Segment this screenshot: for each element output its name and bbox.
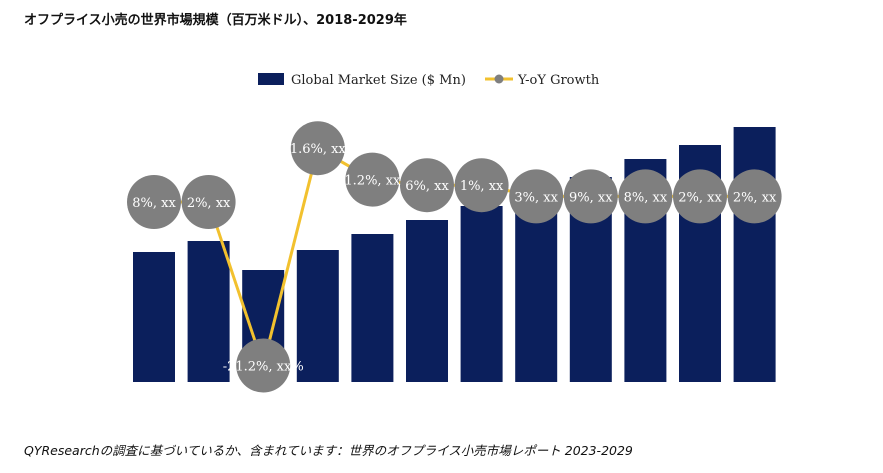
growth-point-2019 (181, 175, 236, 229)
growth-label-2021: 1.6%, xx (290, 142, 347, 157)
legend-bar-label: Global Market Size ($ Mn) (291, 73, 466, 88)
growth-point-2025 (509, 169, 564, 224)
bar-2019 (187, 241, 230, 382)
growth-label-2028: 2%, xx (678, 190, 722, 205)
bar-2018 (133, 252, 175, 382)
bar-2022 (351, 234, 394, 382)
growth-label-2020: -21.2%, xx% (223, 360, 304, 375)
legend-bar-swatch (258, 73, 284, 85)
growth-label-2018: 8%, xx (132, 196, 176, 211)
growth-label-2027: 8%, xx (624, 190, 668, 205)
growth-label-2024: 1%, xx (460, 179, 504, 194)
growth-label-2026: 9%, xx (569, 190, 613, 205)
growth-point-2027 (618, 169, 673, 224)
bar-series (133, 127, 776, 382)
growth-point-2028 (673, 169, 727, 224)
growth-label-2025: 3%, xx (514, 190, 558, 205)
growth-series: 8%, xx 2%, xx -21.2%, xx% 1.6%, xx 1.2%, xx 6… (127, 121, 782, 393)
growth-point-2018 (127, 175, 181, 229)
growth-label-2023: 6%, xx (405, 179, 449, 194)
growth-point-2024 (454, 158, 509, 213)
growth-label-2029: 2%, xx (733, 190, 777, 205)
source-footer: QYResearchの調査に基づいているか、含まれています：世界のオフプライス小… (24, 443, 633, 458)
bar-2021 (296, 250, 339, 382)
growth-point-2023 (400, 158, 454, 213)
growth-label-2019: 2%, xx (187, 196, 231, 211)
growth-point-2029 (727, 169, 782, 224)
bar-2029 (733, 127, 776, 382)
growth-label-2022: 1.2%, xx (344, 174, 401, 189)
bar-2023 (406, 220, 448, 382)
growth-point-2022 (345, 152, 400, 207)
legend: Global Market Size ($ Mn) Y-oY Growth (258, 73, 600, 88)
growth-point-2020 (236, 338, 291, 393)
bar-2024 (460, 206, 503, 382)
growth-point-2021 (290, 121, 345, 176)
legend-line-marker (494, 74, 504, 84)
growth-point-2026 (563, 169, 618, 224)
legend-line-label: Y-oY Growth (517, 73, 600, 88)
chart-title: オフプライス小売の世界市場規模（百万米ドル）、2018-2029年 (24, 13, 407, 28)
